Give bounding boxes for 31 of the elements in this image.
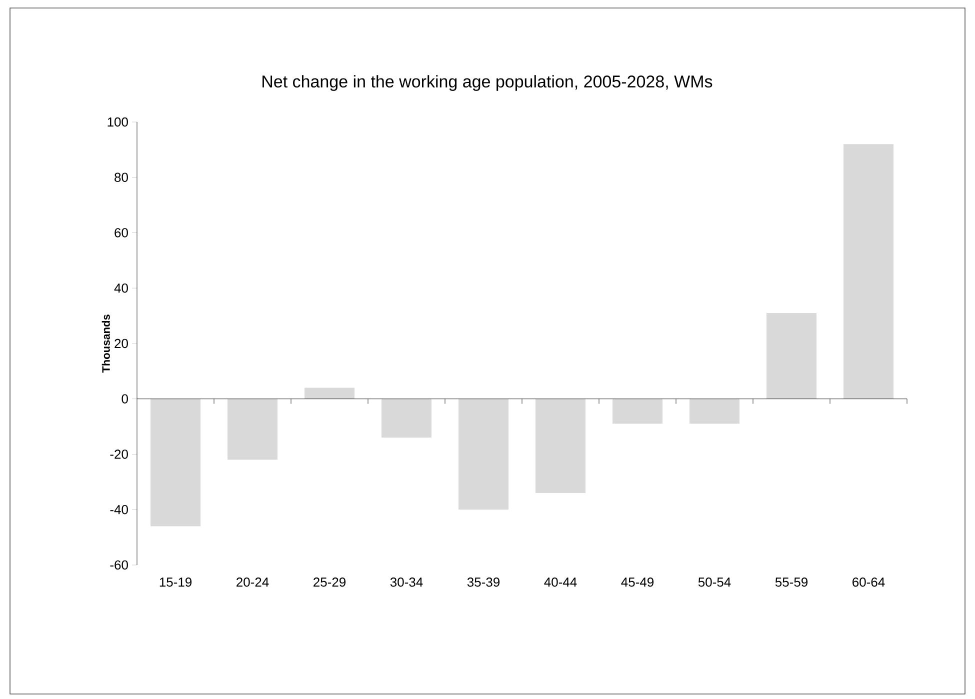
x-tick-label: 55-59 (775, 578, 808, 587)
bar (458, 398, 509, 510)
bar (766, 313, 816, 399)
bar (844, 144, 894, 399)
bar (536, 398, 586, 493)
bar (690, 398, 740, 424)
x-tick-label: 15-19 (160, 578, 192, 587)
chart-title: Net change in the working age population, 2005-2028, WMs (262, 75, 712, 91)
x-tick-label: 50-54 (698, 578, 731, 587)
y-tick-label: -60 (110, 560, 128, 570)
x-tick-label: 60-64 (852, 578, 885, 587)
x-tick-label: 45-49 (621, 578, 654, 587)
y-tick-label: -20 (110, 450, 128, 459)
x-tick-label: 40-44 (544, 578, 577, 587)
bar (304, 388, 355, 399)
bar (382, 398, 432, 438)
bar (612, 398, 663, 424)
bar (150, 398, 201, 526)
y-axis-title: Thousands (102, 314, 110, 373)
y-tick-label: 80 (114, 172, 128, 182)
x-tick-label: 20-24 (236, 578, 269, 587)
x-tick-label: 25-29 (314, 578, 346, 587)
y-tick-label: 40 (114, 284, 128, 293)
y-tick-label: 0 (122, 394, 128, 404)
x-tick-label: 35-39 (467, 578, 500, 587)
y-tick-label: -40 (110, 505, 128, 514)
y-tick-label: 60 (114, 228, 128, 238)
x-tick-label: 30-34 (390, 578, 423, 587)
y-tick-label: 100 (108, 117, 128, 127)
y-tick-label: 20 (114, 338, 128, 348)
bar (228, 398, 278, 460)
